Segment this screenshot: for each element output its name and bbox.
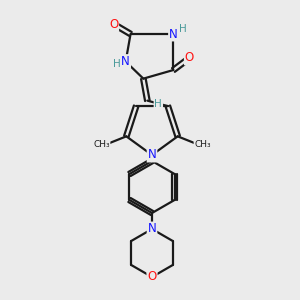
Text: H: H — [113, 58, 121, 69]
Text: O: O — [147, 271, 157, 284]
Text: CH₃: CH₃ — [194, 140, 211, 149]
Text: N: N — [121, 55, 130, 68]
Text: H: H — [154, 99, 162, 109]
Text: N: N — [148, 148, 156, 161]
Text: O: O — [185, 52, 194, 64]
Text: N: N — [148, 223, 156, 236]
Text: O: O — [109, 17, 118, 31]
Text: H: H — [178, 24, 186, 34]
Text: CH₃: CH₃ — [93, 140, 110, 149]
Text: N: N — [169, 28, 178, 40]
